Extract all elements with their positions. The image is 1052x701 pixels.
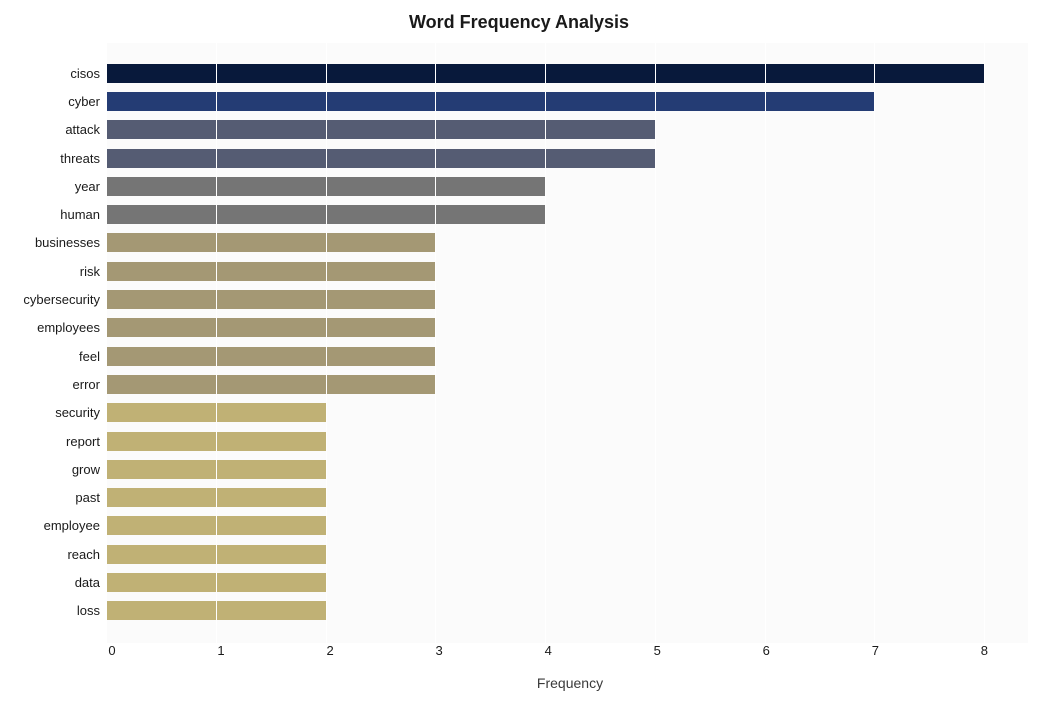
y-tick-label: cybersecurity <box>23 285 100 313</box>
grid-line <box>106 43 107 643</box>
x-axis-label: Frequency <box>112 675 1028 691</box>
x-tick: 2 <box>326 643 333 658</box>
y-axis: cisoscyberattackthreatsyearhumanbusiness… <box>10 43 106 643</box>
word-frequency-chart: Word Frequency Analysis cisoscyberattack… <box>0 0 1052 701</box>
x-tick: 8 <box>981 643 988 658</box>
grid-line <box>435 43 436 643</box>
grid-line <box>984 43 985 643</box>
bar <box>106 149 655 168</box>
bar <box>106 92 874 111</box>
bar-row <box>106 285 1028 313</box>
y-tick-label: employee <box>44 512 100 540</box>
bar-row <box>106 342 1028 370</box>
bar-row <box>106 455 1028 483</box>
x-axis: 012345678 <box>112 643 1028 663</box>
bars-container <box>106 59 1028 625</box>
x-tick: 5 <box>654 643 661 658</box>
plot-row: cisoscyberattackthreatsyearhumanbusiness… <box>10 43 1028 643</box>
bar <box>106 347 435 366</box>
bar-row <box>106 597 1028 625</box>
y-tick-label: loss <box>77 597 100 625</box>
y-tick-label: data <box>75 568 100 596</box>
bar <box>106 375 435 394</box>
bar-row <box>106 427 1028 455</box>
y-tick-label: businesses <box>35 229 100 257</box>
y-tick-label: security <box>55 399 100 427</box>
bar-row <box>106 87 1028 115</box>
bar <box>106 262 435 281</box>
chart-title: Word Frequency Analysis <box>10 12 1028 33</box>
bar-row <box>106 540 1028 568</box>
x-tick: 4 <box>545 643 552 658</box>
x-tick: 3 <box>436 643 443 658</box>
y-tick-label: employees <box>37 314 100 342</box>
y-tick-label: cyber <box>68 87 100 115</box>
bar-row <box>106 116 1028 144</box>
grid-line <box>326 43 327 643</box>
y-tick-label: reach <box>67 540 100 568</box>
bar <box>106 233 435 252</box>
x-tick: 7 <box>872 643 879 658</box>
bar-row <box>106 229 1028 257</box>
y-tick-label: attack <box>65 116 100 144</box>
y-tick-label: cisos <box>70 59 100 87</box>
y-tick-label: grow <box>72 455 100 483</box>
bar-row <box>106 144 1028 172</box>
grid-line <box>765 43 766 643</box>
y-tick-label: error <box>73 370 100 398</box>
y-tick-label: past <box>75 483 100 511</box>
bar <box>106 290 435 309</box>
bar-row <box>106 314 1028 342</box>
bar-row <box>106 568 1028 596</box>
bar-row <box>106 399 1028 427</box>
y-tick-label: year <box>75 172 100 200</box>
bar-row <box>106 483 1028 511</box>
bar <box>106 318 435 337</box>
bar-row <box>106 370 1028 398</box>
grid-line <box>655 43 656 643</box>
bar-row <box>106 200 1028 228</box>
y-tick-label: human <box>60 200 100 228</box>
bar-row <box>106 512 1028 540</box>
grid-line <box>874 43 875 643</box>
x-tick: 6 <box>763 643 770 658</box>
y-tick-label: report <box>66 427 100 455</box>
grid-line <box>216 43 217 643</box>
y-tick-label: threats <box>60 144 100 172</box>
bar-row <box>106 257 1028 285</box>
bar-row <box>106 59 1028 87</box>
x-tick: 1 <box>217 643 224 658</box>
plot-area <box>106 43 1028 643</box>
y-tick-label: risk <box>80 257 100 285</box>
bar <box>106 120 655 139</box>
x-tick: 0 <box>108 643 115 658</box>
bar-row <box>106 172 1028 200</box>
grid-line <box>545 43 546 643</box>
y-tick-label: feel <box>79 342 100 370</box>
